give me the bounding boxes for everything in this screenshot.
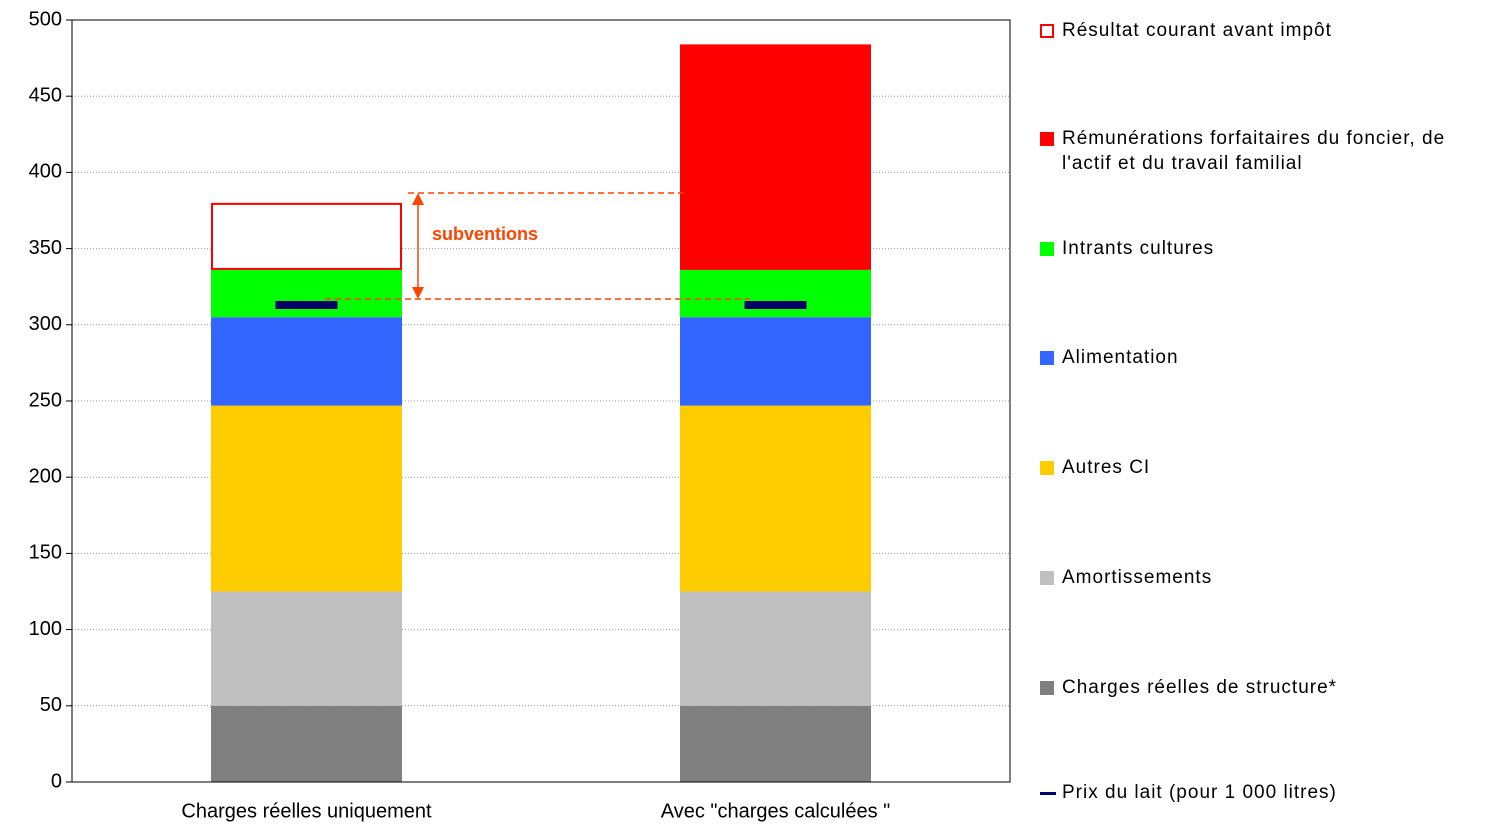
y-tick-label: 400 (29, 161, 62, 183)
x-tick-label: Avec "charges calculées " (661, 800, 891, 822)
y-tick-label: 200 (29, 465, 62, 487)
subsidy-annotation: subventions (325, 192, 750, 300)
y-tick-label: 350 (29, 237, 62, 259)
bar-segment (211, 705, 402, 782)
arrow-head (412, 287, 424, 299)
bar-segment (211, 591, 402, 706)
legend-swatch (1040, 242, 1054, 256)
bar-segment (211, 202, 402, 270)
y-tick-label: 50 (40, 694, 62, 716)
arrow-head (412, 193, 424, 205)
legend-entry: Résultat courant avant impôt (1040, 18, 1492, 43)
bar-segment (680, 44, 871, 270)
legend-swatch (1040, 792, 1056, 795)
y-tick-label: 450 (29, 84, 62, 106)
bar-segment (680, 591, 871, 706)
legend-swatch (1040, 681, 1054, 695)
y-tick-label: 250 (29, 389, 62, 411)
legend-entry: Charges réelles de structure* (1040, 675, 1492, 700)
x-tick-label: Charges réelles uniquement (181, 800, 432, 822)
bar-segment (211, 317, 402, 406)
bar-segment (680, 269, 871, 318)
y-tick-label: 500 (29, 8, 62, 30)
legend-swatch (1040, 461, 1054, 475)
legend-swatch (1040, 351, 1054, 365)
legend-label: Charges réelles de structure* (1062, 677, 1338, 698)
legend-entry: Rémunérations forfaitaires du foncier, d… (1040, 126, 1492, 176)
legend-label: Alimentation (1062, 347, 1179, 368)
legend-label: Résultat courant avant impôt (1062, 20, 1332, 41)
legend-swatch (1040, 571, 1054, 585)
legend-entry: Prix du lait (pour 1 000 litres) (1040, 780, 1492, 805)
legend-swatch (1040, 24, 1054, 38)
y-tick-label: 100 (29, 618, 62, 640)
y-tick-label: 150 (29, 542, 62, 564)
legend-label: Prix du lait (pour 1 000 litres) (1062, 782, 1337, 803)
legend-label: Intrants cultures (1062, 238, 1215, 259)
bar-segment (680, 405, 871, 592)
bar-segment (680, 705, 871, 782)
annotation: subventions (432, 224, 538, 244)
legend-label: Rémunérations forfaitaires du foncier, d… (1062, 128, 1446, 174)
y-tick-label: 300 (29, 313, 62, 335)
legend-label: Autres CI (1062, 457, 1151, 478)
bar-segment (680, 317, 871, 406)
marks: 0 50 100 150 200 250 300 350 400 450 500 Charges ré… (29, 8, 1010, 822)
y-tick-label: 0 (51, 770, 62, 792)
legend-entry: Autres CI (1040, 455, 1492, 480)
plot-frame (71, 19, 1011, 783)
legend-entry: Alimentation (1040, 345, 1492, 370)
legend-label: Amortissements (1062, 567, 1213, 588)
bar-segment (211, 269, 402, 318)
legend-entry: Amortissements (1040, 565, 1492, 590)
legend-entry: Intrants cultures (1040, 236, 1492, 261)
bar-segment (211, 405, 402, 592)
legend-swatch (1040, 132, 1054, 146)
